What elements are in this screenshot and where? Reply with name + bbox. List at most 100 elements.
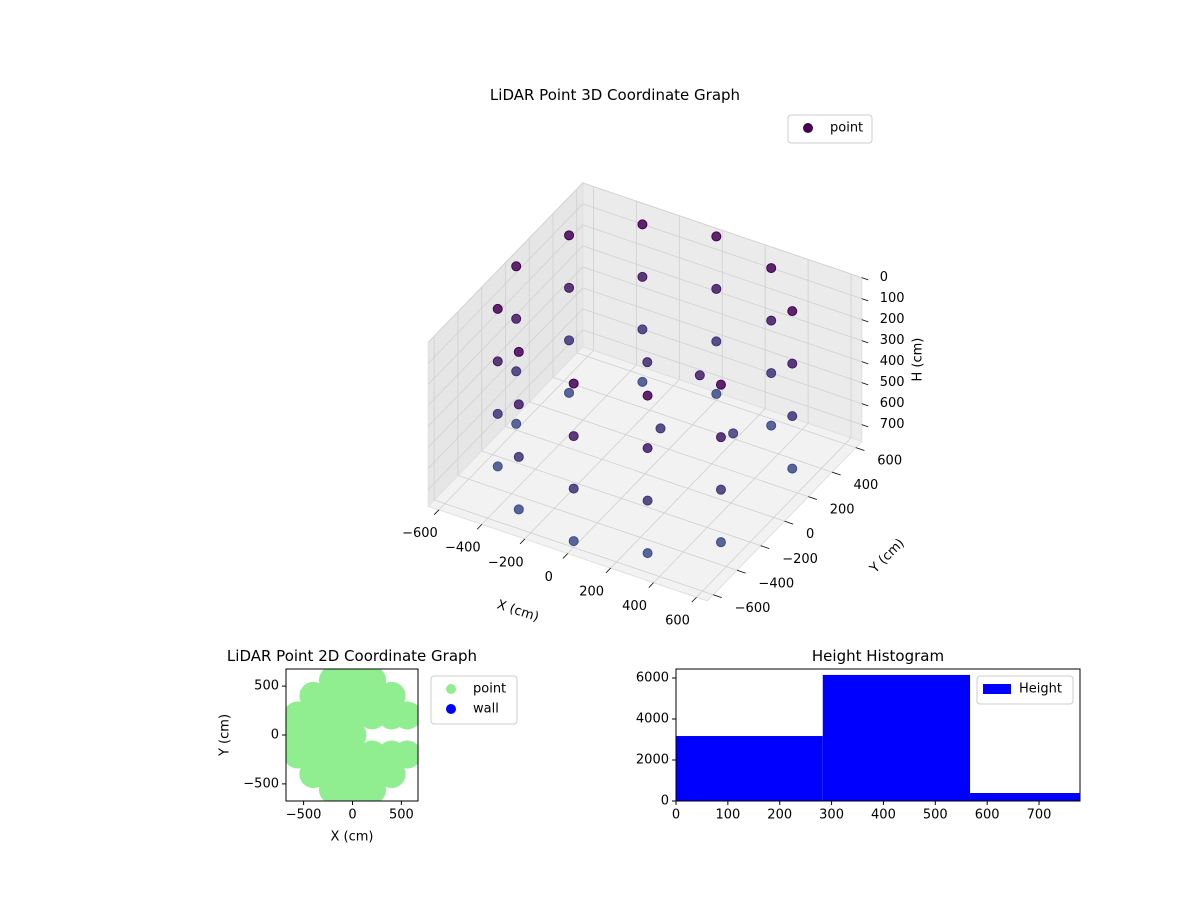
point — [568, 431, 579, 442]
tick-mark — [562, 553, 569, 559]
z-tick-label: 300 — [880, 333, 905, 348]
point — [715, 537, 726, 548]
z-tick-label: 400 — [880, 354, 905, 369]
point — [642, 390, 653, 401]
legend-label: point — [830, 121, 863, 136]
z-tick-label: 700 — [880, 417, 905, 432]
tick-mark — [760, 545, 770, 549]
y-tick-label: −600 — [735, 601, 771, 616]
x-tick-label: −500 — [286, 808, 322, 823]
point — [318, 740, 347, 769]
y-axis-label: Y (cm) — [867, 536, 908, 577]
point — [511, 261, 522, 272]
tick-mark — [605, 567, 611, 574]
chart-title: Height Histogram — [812, 647, 944, 665]
grid-line — [427, 224, 584, 385]
point — [338, 721, 367, 749]
point — [766, 315, 777, 326]
y-axis-label: Y (cm) — [218, 714, 233, 757]
point — [358, 669, 387, 695]
tick-mark — [648, 582, 654, 588]
y-tick-label: 0 — [661, 794, 669, 809]
y-tick-label: 0 — [806, 527, 814, 542]
point — [358, 701, 387, 730]
grid-line — [481, 450, 761, 547]
z-tick-label: 600 — [880, 396, 905, 411]
point — [787, 306, 798, 317]
point — [637, 376, 648, 387]
point — [511, 366, 522, 377]
grid-line — [427, 203, 584, 364]
point — [787, 411, 798, 422]
legend-box — [976, 675, 1074, 705]
point — [637, 271, 648, 282]
y-tick-label: 4000 — [636, 712, 669, 727]
grid-line — [582, 329, 862, 426]
tick-mark — [861, 277, 869, 281]
point — [318, 701, 347, 730]
point — [318, 669, 347, 695]
x-axis-label: X (cm) — [495, 598, 541, 626]
z-tick-label: 0 — [880, 270, 888, 285]
tick-mark — [861, 424, 869, 428]
grid-line — [427, 182, 584, 343]
tick-mark — [831, 471, 841, 476]
legend-box — [787, 114, 873, 144]
point — [513, 504, 524, 515]
grid-line — [582, 308, 862, 405]
y-tick-label: 500 — [254, 679, 279, 694]
y-tick-label: −400 — [758, 576, 794, 591]
x-tick-label: 100 — [715, 808, 740, 823]
point — [564, 230, 575, 241]
point — [513, 346, 524, 357]
point — [338, 760, 367, 789]
grid-line — [427, 329, 584, 490]
tick-mark — [519, 538, 526, 545]
y-tick-label: 200 — [830, 503, 855, 518]
legend-label: Height — [1019, 682, 1062, 697]
grid-line — [434, 499, 714, 596]
x-tick-label: 0 — [672, 808, 680, 823]
point — [711, 336, 722, 347]
tick-mark — [861, 403, 869, 407]
tick-mark — [861, 340, 869, 344]
point — [715, 432, 726, 443]
y-tick-label: −200 — [782, 552, 818, 567]
legend-swatch — [446, 704, 456, 714]
z-tick-label: 500 — [880, 375, 905, 390]
legend-swatch — [446, 684, 456, 694]
point — [766, 420, 777, 431]
x-tick-label: −200 — [488, 555, 524, 570]
y-tick-label: −500 — [243, 776, 279, 791]
point — [377, 760, 406, 789]
x-tick-label: 300 — [819, 808, 844, 823]
point — [492, 408, 503, 419]
legend-swatch — [983, 684, 1011, 694]
x-tick-label: 0 — [545, 570, 553, 585]
grid-line — [529, 401, 809, 498]
point — [286, 740, 312, 769]
point — [358, 775, 387, 801]
point — [377, 681, 406, 710]
point — [637, 324, 648, 335]
point — [338, 681, 367, 710]
point — [711, 388, 722, 399]
x-tick-label: 600 — [665, 614, 690, 629]
y-tick-label: 6000 — [636, 671, 669, 686]
y-tick-label: 0 — [271, 728, 279, 743]
point — [642, 357, 653, 368]
z-tick-label: 200 — [880, 312, 905, 327]
grid-line — [582, 182, 862, 279]
point — [655, 423, 666, 434]
x-tick-label: 600 — [975, 808, 1000, 823]
grid-line — [576, 352, 856, 448]
point — [511, 418, 522, 429]
point — [642, 495, 653, 506]
point — [715, 484, 726, 495]
x-tick-label: 700 — [1027, 808, 1052, 823]
x-tick-label: 500 — [923, 808, 948, 823]
grid-line — [427, 308, 584, 469]
point — [338, 740, 367, 769]
x-tick-label: −400 — [445, 541, 481, 556]
tick-mark — [736, 569, 746, 574]
